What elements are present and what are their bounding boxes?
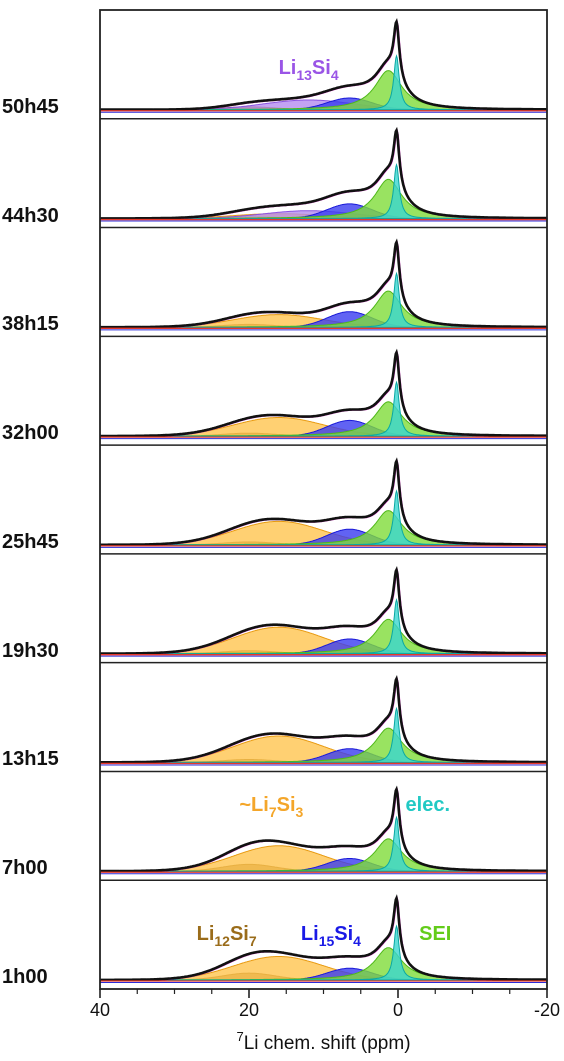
time-label-25h45: 25h45 bbox=[2, 530, 59, 553]
spectrum-curve-32h00 bbox=[100, 348, 547, 438]
time-label-38h15: 38h15 bbox=[2, 313, 59, 336]
time-label-13h15: 13h15 bbox=[2, 748, 59, 771]
spectrum-curve-7h00 bbox=[100, 785, 547, 873]
annotation-label: ~Li7Si3 bbox=[239, 794, 303, 820]
x-axis-label: 7Li chem. shift (ppm) bbox=[236, 1029, 410, 1054]
x-tick-label: 40 bbox=[90, 1000, 110, 1020]
annotation-label: Li13Si4 bbox=[279, 57, 339, 83]
time-label-44h30: 44h30 bbox=[2, 204, 59, 227]
x-tick-label: 0 bbox=[393, 1000, 403, 1020]
spectrum-panel-32h00 bbox=[99, 348, 548, 446]
spectrum-panel-38h15 bbox=[99, 238, 548, 338]
spectrum-curve-25h45 bbox=[100, 457, 547, 547]
spectrum-panel-1h00 bbox=[99, 894, 548, 983]
fit-curve-38h15 bbox=[100, 240, 548, 329]
annotation-label: Li15Si4 bbox=[301, 923, 361, 949]
spectrum-panel-19h30 bbox=[99, 566, 548, 664]
spectrum-curve-50h45 bbox=[100, 18, 547, 111]
spectrum-panel-13h15 bbox=[99, 674, 548, 773]
spectrum-panel-25h45 bbox=[99, 457, 548, 555]
spectrum-panel-50h45 bbox=[99, 18, 548, 120]
spectrum-curve-44h30 bbox=[100, 126, 547, 220]
spectrum-curve-19h30 bbox=[100, 566, 547, 655]
annotation-label: elec. bbox=[406, 794, 450, 816]
spectrum-curve-13h15 bbox=[100, 674, 547, 764]
spectrum-panel-7h00 bbox=[99, 785, 548, 881]
plot-frame bbox=[99, 9, 548, 990]
x-tick-label: 20 bbox=[239, 1000, 259, 1020]
time-label-32h00: 32h00 bbox=[2, 422, 59, 445]
spectrum-curve-38h15 bbox=[100, 238, 547, 329]
time-label-50h45: 50h45 bbox=[2, 95, 59, 118]
time-label-7h00: 7h00 bbox=[2, 857, 48, 880]
annotation-label: Li12Si7 bbox=[197, 923, 257, 949]
component-elec.-44h30 bbox=[99, 162, 548, 220]
time-label-1h00: 1h00 bbox=[2, 966, 48, 988]
fit-curve-32h00 bbox=[100, 351, 548, 438]
time-label-19h30: 19h30 bbox=[2, 639, 59, 662]
annotation-label: SEI bbox=[419, 923, 451, 945]
x-tick-label: -20 bbox=[534, 1000, 560, 1020]
spectrum-curve-1h00 bbox=[100, 894, 547, 982]
spectrum-panel-44h30 bbox=[99, 126, 548, 229]
fit-curve-44h30 bbox=[100, 129, 548, 220]
